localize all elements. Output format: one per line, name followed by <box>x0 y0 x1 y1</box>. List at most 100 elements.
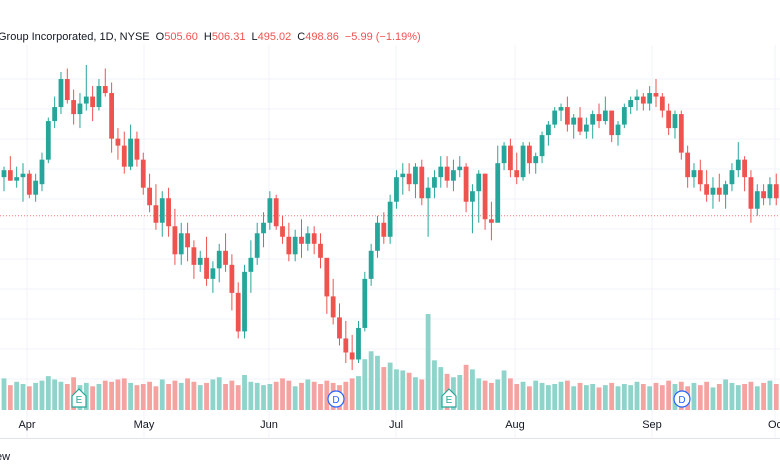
candle-body <box>470 191 475 202</box>
open-value: 505.60 <box>164 31 198 43</box>
volume-bar <box>717 384 722 410</box>
candle-body <box>356 328 361 360</box>
candle-body <box>350 352 355 359</box>
candle-body <box>128 139 133 167</box>
candle-body <box>533 156 538 163</box>
volume-bar <box>552 384 557 410</box>
candle-body <box>552 111 557 125</box>
volume-bar <box>768 381 773 410</box>
volume-bar <box>571 386 576 410</box>
candle-body <box>426 188 431 199</box>
volume-bar <box>14 382 19 410</box>
candle-body <box>198 258 203 265</box>
volume-bar <box>540 383 545 410</box>
volume-bar <box>749 382 754 410</box>
volume-bar <box>742 384 747 410</box>
volume-bar <box>33 383 38 410</box>
candle-body <box>590 114 595 125</box>
volume-bar <box>495 380 500 410</box>
volume-bar <box>122 378 127 410</box>
volume-bar <box>584 385 589 410</box>
volume-bar <box>217 377 222 410</box>
candle-body <box>375 223 380 251</box>
volume-bar <box>761 383 766 410</box>
candle-body <box>122 146 127 167</box>
candle-body <box>432 177 437 188</box>
x-tick-label: Apr <box>18 419 35 431</box>
symbol-name[interactable]: Group Incorporated, 1D, NYSE <box>0 31 150 43</box>
volume-bar <box>647 386 652 410</box>
volume-bar <box>565 381 570 410</box>
event-marker-label: E <box>76 395 83 406</box>
candle-body <box>173 226 178 254</box>
candle-body <box>666 111 671 129</box>
volume-bar <box>704 382 709 410</box>
volume-bar <box>622 384 627 410</box>
volume-bar <box>774 384 779 410</box>
candle-body <box>59 79 64 107</box>
change-value: −5.99 (−1.19%) <box>345 31 421 43</box>
candle-body <box>451 170 456 181</box>
volume-bar <box>692 383 697 410</box>
volume-bar <box>489 383 494 410</box>
candle-body <box>742 160 747 178</box>
volume-bar <box>590 384 595 410</box>
volume-bar <box>527 386 532 410</box>
candle-body <box>527 146 532 164</box>
volume-bar <box>407 373 412 410</box>
candle-body <box>559 107 564 111</box>
volume-bar <box>242 375 247 410</box>
candle-body <box>381 223 386 237</box>
volume-bar <box>192 382 197 410</box>
candle-body <box>457 167 462 171</box>
event-marker-label: E <box>446 395 453 406</box>
candle-body <box>210 268 215 279</box>
footer-text[interactable]: ew <box>0 451 10 463</box>
volume-bar <box>350 378 355 410</box>
candle-body <box>90 97 95 108</box>
candle-body <box>419 167 424 199</box>
volume-bar <box>293 386 298 410</box>
candle-body <box>445 167 450 181</box>
candle-body <box>584 125 589 132</box>
low-value: 495.02 <box>258 31 292 43</box>
volume-bar <box>666 381 671 410</box>
event-marker-label: D <box>678 395 685 406</box>
candle-body <box>305 233 310 244</box>
volume-bar <box>616 386 621 410</box>
volume-bar <box>755 386 760 410</box>
volume-bar <box>210 380 215 410</box>
candle-body <box>242 272 247 332</box>
candle-body <box>236 293 241 332</box>
price-candles <box>2 65 780 370</box>
volume-bar <box>514 384 519 410</box>
volume-bar <box>236 385 241 410</box>
axis-divider <box>0 438 780 439</box>
candle-body <box>293 237 298 255</box>
candle-body <box>160 198 165 223</box>
volume-bar <box>141 384 146 410</box>
candle-body <box>14 177 19 181</box>
volume-bar <box>154 386 159 410</box>
candle-body <box>565 107 570 125</box>
volume-bar <box>635 382 640 410</box>
candle-body <box>692 170 697 177</box>
candle-body <box>255 233 260 258</box>
candle-body <box>673 114 678 128</box>
volume-bar <box>229 381 234 410</box>
volume-bar <box>597 387 602 410</box>
volume-bar <box>502 370 507 410</box>
volume-bar <box>173 381 178 410</box>
candle-body <box>755 191 760 209</box>
close-value: 498.86 <box>305 31 339 43</box>
candle-body <box>508 146 513 171</box>
candle-body <box>274 198 279 226</box>
candle-body <box>704 184 709 195</box>
volume-bar <box>116 380 121 410</box>
volume-bar <box>248 382 253 410</box>
candle-body <box>331 296 336 317</box>
candle-body <box>514 170 519 177</box>
candle-body <box>280 226 285 237</box>
volume-bar <box>508 378 513 410</box>
